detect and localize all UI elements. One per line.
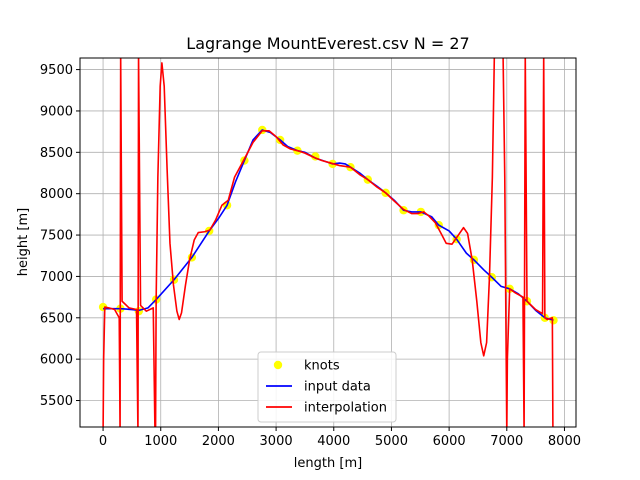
x-tick-label: 8000 xyxy=(548,434,581,449)
chart-title: Lagrange MountEverest.csv N = 27 xyxy=(186,34,469,53)
y-axis-title: height [m] xyxy=(16,208,31,276)
plot-frame xyxy=(79,57,577,428)
x-axis-title: length [m] xyxy=(294,456,362,471)
series-area xyxy=(98,58,558,427)
legend-label: interpolation xyxy=(304,401,387,416)
legend-box xyxy=(257,351,397,423)
legend: knots input data interpolation xyxy=(257,351,397,423)
x-tick-label: 3000 xyxy=(260,434,293,449)
legend-label: knots xyxy=(304,359,340,374)
x-tick-label: 1000 xyxy=(144,434,177,449)
legend-entry: knots xyxy=(273,359,340,374)
x-tick-label: 6000 xyxy=(433,434,466,449)
axis-ticks: 0 1000 2000 3000 4000 5000 6000 7000 8000 5500 600… xyxy=(40,63,581,449)
y-tick-label: 9000 xyxy=(40,104,73,119)
y-tick-label: 7500 xyxy=(40,229,73,244)
y-tick-label: 5500 xyxy=(40,394,73,409)
x-tick-label: 5000 xyxy=(375,434,408,449)
y-tick-label: 6000 xyxy=(40,353,73,368)
legend-entry: input data xyxy=(266,380,371,395)
y-tick-label: 9500 xyxy=(40,63,73,78)
y-tick-label: 8000 xyxy=(40,187,73,202)
x-tick-label: 2000 xyxy=(202,434,235,449)
legend-entry: interpolation xyxy=(266,401,387,416)
y-tick-label: 6500 xyxy=(40,311,73,326)
legend-label: input data xyxy=(304,380,371,395)
y-tick-label: 8500 xyxy=(40,146,73,161)
legend-marker-knots xyxy=(273,360,283,370)
interpolation-line xyxy=(102,58,554,427)
x-tick-label: 7000 xyxy=(490,434,523,449)
x-tick-label: 0 xyxy=(99,434,107,449)
y-tick-label: 7000 xyxy=(40,270,73,285)
x-tick-label: 4000 xyxy=(317,434,350,449)
